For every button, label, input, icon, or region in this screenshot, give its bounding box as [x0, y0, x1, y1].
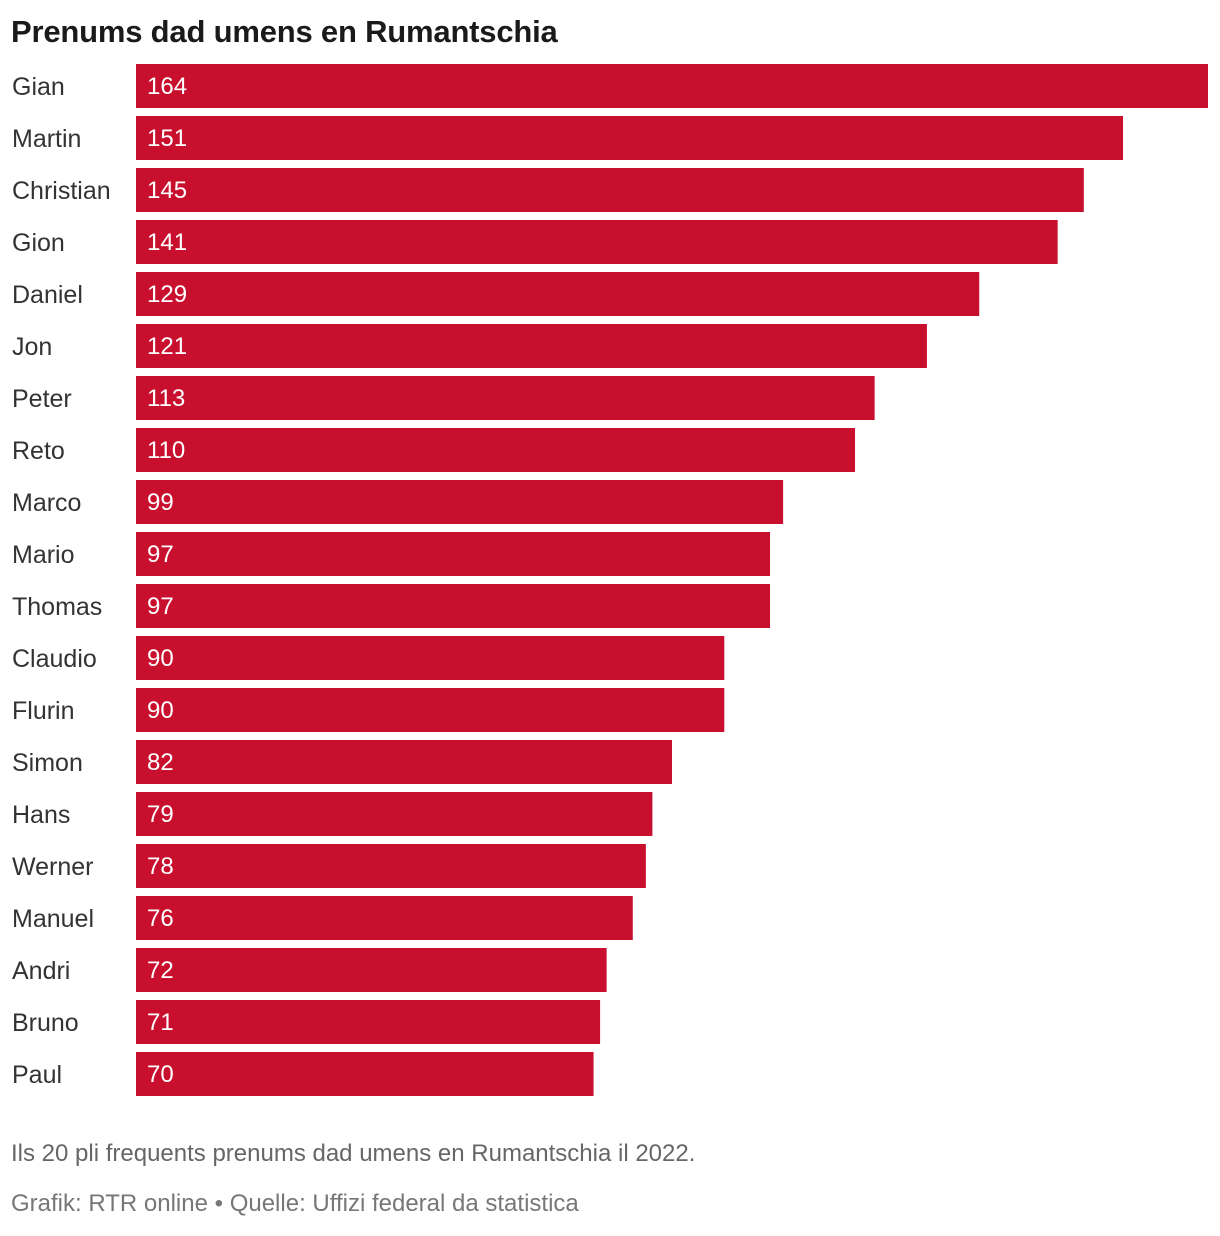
bar	[136, 220, 1058, 264]
category-label: Hans	[12, 801, 70, 829]
value-label: 151	[147, 125, 187, 152]
value-label: 164	[147, 73, 187, 100]
category-label: Jon	[12, 333, 52, 361]
category-label: Claudio	[12, 645, 97, 673]
value-label: 90	[147, 645, 174, 672]
bar	[136, 896, 633, 940]
value-label: 97	[147, 541, 174, 568]
bar	[136, 584, 771, 628]
category-label: Peter	[12, 385, 72, 413]
bar	[136, 532, 771, 576]
value-label: 129	[147, 281, 187, 308]
bar	[136, 844, 646, 888]
bar	[136, 376, 875, 420]
bar	[136, 688, 725, 732]
category-label: Werner	[12, 853, 94, 881]
bar	[136, 1000, 601, 1044]
value-label: 90	[147, 697, 174, 724]
category-label: Manuel	[12, 905, 94, 933]
category-label: Bruno	[12, 1009, 79, 1037]
chart-source: Grafik: RTR online • Quelle: Uffizi fede…	[11, 1190, 579, 1217]
bar	[136, 324, 927, 368]
category-label: Flurin	[12, 697, 75, 725]
category-label: Thomas	[12, 593, 102, 621]
bar	[136, 428, 856, 472]
bar	[136, 740, 672, 784]
chart-note: Ils 20 pli frequents prenums dad umens e…	[11, 1140, 696, 1167]
value-label: 82	[147, 749, 174, 776]
value-label: 97	[147, 593, 174, 620]
bar	[136, 948, 607, 992]
value-label: 72	[147, 957, 174, 984]
chart-title: Prenums dad umens en Rumantschia	[11, 14, 558, 49]
bar	[136, 116, 1124, 160]
category-label: Paul	[12, 1061, 62, 1089]
bar	[136, 168, 1084, 212]
value-label: 110	[147, 437, 185, 464]
value-label: 70	[147, 1061, 174, 1088]
value-label: 121	[147, 333, 187, 360]
category-label: Christian	[12, 177, 111, 205]
category-label: Gion	[12, 229, 65, 257]
category-label: Simon	[12, 749, 83, 777]
bar	[136, 1052, 594, 1096]
category-label: Daniel	[12, 281, 83, 309]
category-label: Mario	[12, 541, 75, 569]
value-label: 78	[147, 853, 174, 880]
value-label: 113	[147, 385, 185, 412]
bar	[136, 480, 784, 524]
value-label: 79	[147, 801, 174, 828]
value-label: 99	[147, 489, 174, 516]
bar	[136, 272, 980, 316]
category-label: Martin	[12, 125, 81, 153]
value-label: 76	[147, 905, 174, 932]
value-label: 71	[147, 1009, 174, 1036]
value-label: 141	[147, 229, 187, 256]
bar	[136, 792, 653, 836]
bar	[136, 64, 1208, 108]
category-label: Marco	[12, 489, 81, 517]
category-label: Reto	[12, 437, 65, 465]
category-label: Gian	[12, 73, 65, 101]
value-label: 145	[147, 177, 187, 204]
category-label: Andri	[12, 957, 70, 985]
bar	[136, 636, 725, 680]
